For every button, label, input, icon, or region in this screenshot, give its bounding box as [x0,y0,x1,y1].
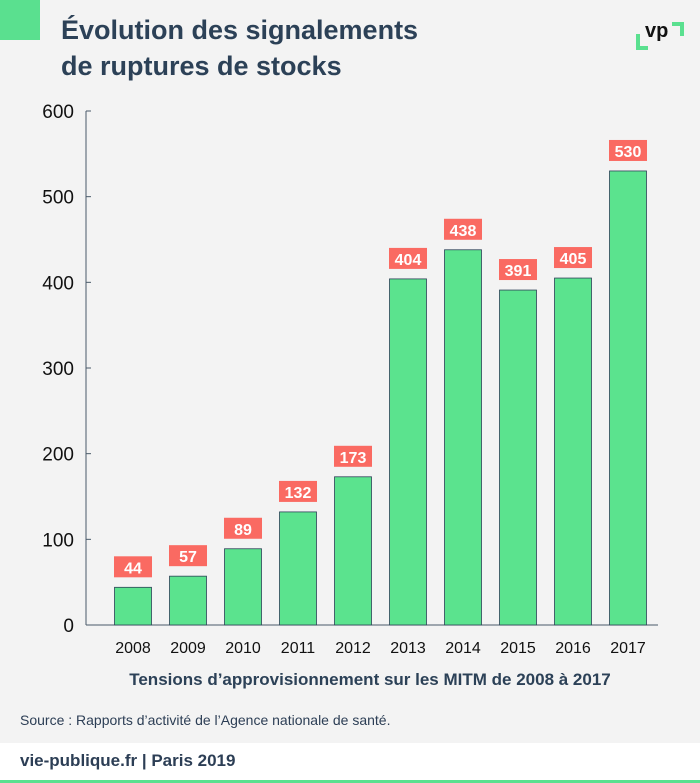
footer-text: vie-publique.fr | Paris 2019 [20,751,236,770]
vie-publique-logo: vp [636,20,684,52]
data-label: 44 [124,560,142,577]
data-label: 405 [560,251,587,268]
bar-2016 [554,277,592,626]
x-axis-label: Tensions d’approvisionnement sur les MIT… [129,670,611,689]
data-label-bg [169,545,207,567]
title-line-2: de ruptures de stocks [61,51,342,81]
bar-2017 [609,170,647,626]
x-tick-label: 2013 [390,640,426,657]
data-label-bg [334,445,372,467]
bar-chart: 0 100 200 300 400 500 600 44 2008 57 2009 89 2010 13… [42,102,658,689]
bar-2013 [389,278,427,626]
y-tick-label: 600 [42,102,74,123]
bar-2011 [279,511,317,626]
data-label-bg [444,218,482,240]
page-title: Évolution des signalements de ruptures de… [61,12,481,84]
data-label: 530 [615,144,642,161]
data-label-bg [114,556,152,578]
bar-2009 [169,575,207,626]
data-label: 391 [505,263,532,280]
logo-text: vp [645,20,669,42]
x-tick-label: 2016 [555,640,591,657]
data-label-bg [554,247,592,269]
data-label-bg [224,517,262,539]
y-tick-label: 300 [42,359,74,380]
title-line-1: Évolution des signalements [61,15,419,45]
bar-2015 [499,289,537,626]
data-label: 173 [340,450,367,467]
y-tick-label: 100 [42,530,74,551]
x-tick-label: 2015 [500,640,536,657]
logo-brackets-icon [636,22,684,50]
x-tick-label: 2009 [170,640,206,657]
data-label: 438 [450,223,477,240]
footer: vie-publique.fr | Paris 2019 [0,743,700,783]
data-label-bg [499,259,537,281]
bar-2008 [114,586,152,626]
x-tick-label: 2008 [115,640,151,657]
x-tick-label: 2011 [281,640,316,657]
x-tick-label: 2014 [445,640,481,657]
y-tick-label: 400 [42,273,74,294]
data-label-bg [389,247,427,269]
data-label: 57 [179,549,197,566]
data-label: 89 [234,522,252,539]
x-tick-label: 2010 [225,640,261,657]
y-tick-label: 0 [63,616,74,637]
data-label-bg [279,480,317,502]
x-tick-label: 2017 [610,640,646,657]
data-label: 404 [395,252,422,269]
data-label-bg [609,139,647,161]
bar-2012 [334,476,372,626]
y-tick-label: 500 [42,188,74,209]
y-tick-label: 200 [42,445,74,466]
data-label: 132 [285,485,312,502]
bar-2010 [224,548,262,626]
corner-accent [0,0,40,40]
source-note: Source : Rapports d’activité de l’Agence… [20,712,391,728]
x-tick-label: 2012 [335,640,371,657]
bar-2014 [444,249,482,626]
